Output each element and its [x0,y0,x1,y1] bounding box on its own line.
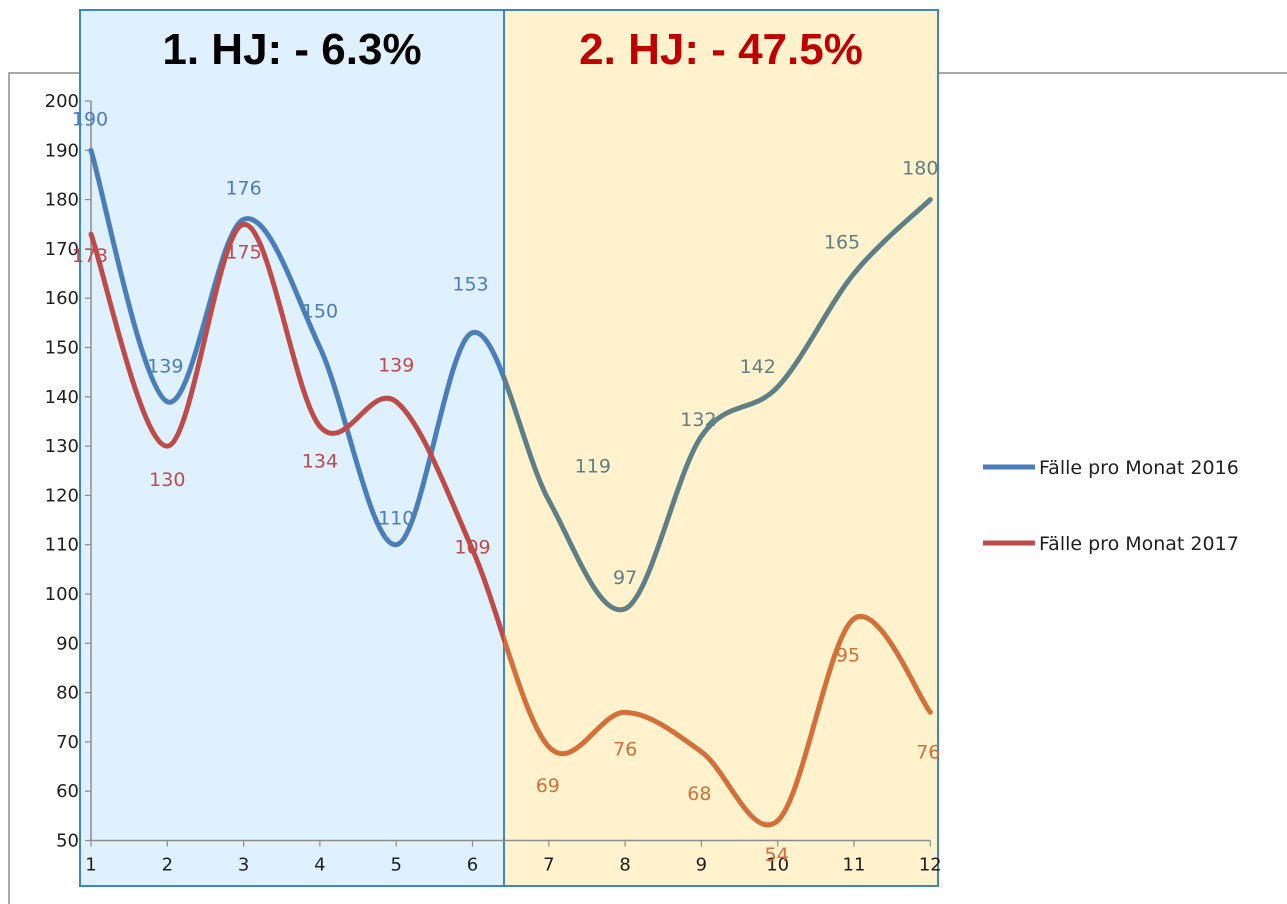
data-label: 110 [378,508,414,530]
x-tick-label: 3 [238,855,249,876]
data-label: 54 [765,844,789,866]
legend-label: Fälle pro Monat 2017 [1039,533,1239,555]
data-label: 132 [680,409,716,431]
y-tick-label: 150 [45,338,79,359]
data-label: 175 [225,241,261,263]
y-tick-label: 100 [45,584,79,605]
data-label: 139 [378,355,414,377]
y-tick-label: 60 [56,781,79,802]
data-label: 95 [836,645,860,667]
x-tick-label: 9 [696,855,707,876]
x-tick-label: 6 [467,855,478,876]
data-label: 150 [302,301,338,323]
data-label: 142 [740,356,776,378]
y-tick-label: 110 [45,535,79,556]
first-half-panel [80,10,504,886]
data-label: 165 [824,232,860,254]
x-tick-label: 5 [390,855,401,876]
data-label: 153 [452,274,488,296]
data-label: 109 [454,537,490,559]
second-half-title: 2. HJ: - 47.5% [579,25,863,74]
y-tick-label: 50 [56,831,79,852]
data-label: 134 [302,450,338,472]
y-tick-label: 120 [45,485,79,506]
data-label: 76 [916,741,940,763]
y-tick-label: 70 [56,732,79,753]
x-tick-label: 12 [919,855,942,876]
x-tick-label: 8 [619,855,630,876]
data-label: 176 [225,177,261,199]
x-tick-label: 7 [543,855,554,876]
data-label: 68 [687,783,711,805]
legend: Fälle pro Monat 2016 Fälle pro Monat 2017 [983,457,1239,555]
data-label: 190 [72,108,108,130]
x-tick-label: 2 [162,855,173,876]
data-label: 130 [149,469,185,491]
data-label: 69 [536,775,560,797]
data-label: 139 [147,356,183,378]
y-tick-label: 160 [45,288,79,309]
data-label: 173 [72,245,108,267]
x-tick-label: 11 [843,855,866,876]
y-tick-label: 80 [56,683,79,704]
data-label: 180 [902,158,938,180]
y-tick-label: 130 [45,436,79,457]
first-half-title: 1. HJ: - 6.3% [162,25,421,74]
x-tick-label: 4 [314,855,325,876]
y-tick-label: 180 [45,190,79,211]
legend-label: Fälle pro Monat 2016 [1039,457,1239,479]
data-label: 97 [613,567,637,589]
y-tick-label: 190 [45,140,79,161]
y-tick-label: 90 [56,633,79,654]
data-label: 119 [575,455,611,477]
data-label: 76 [613,738,637,760]
y-tick-label: 140 [45,387,79,408]
x-tick-label: 1 [85,855,96,876]
